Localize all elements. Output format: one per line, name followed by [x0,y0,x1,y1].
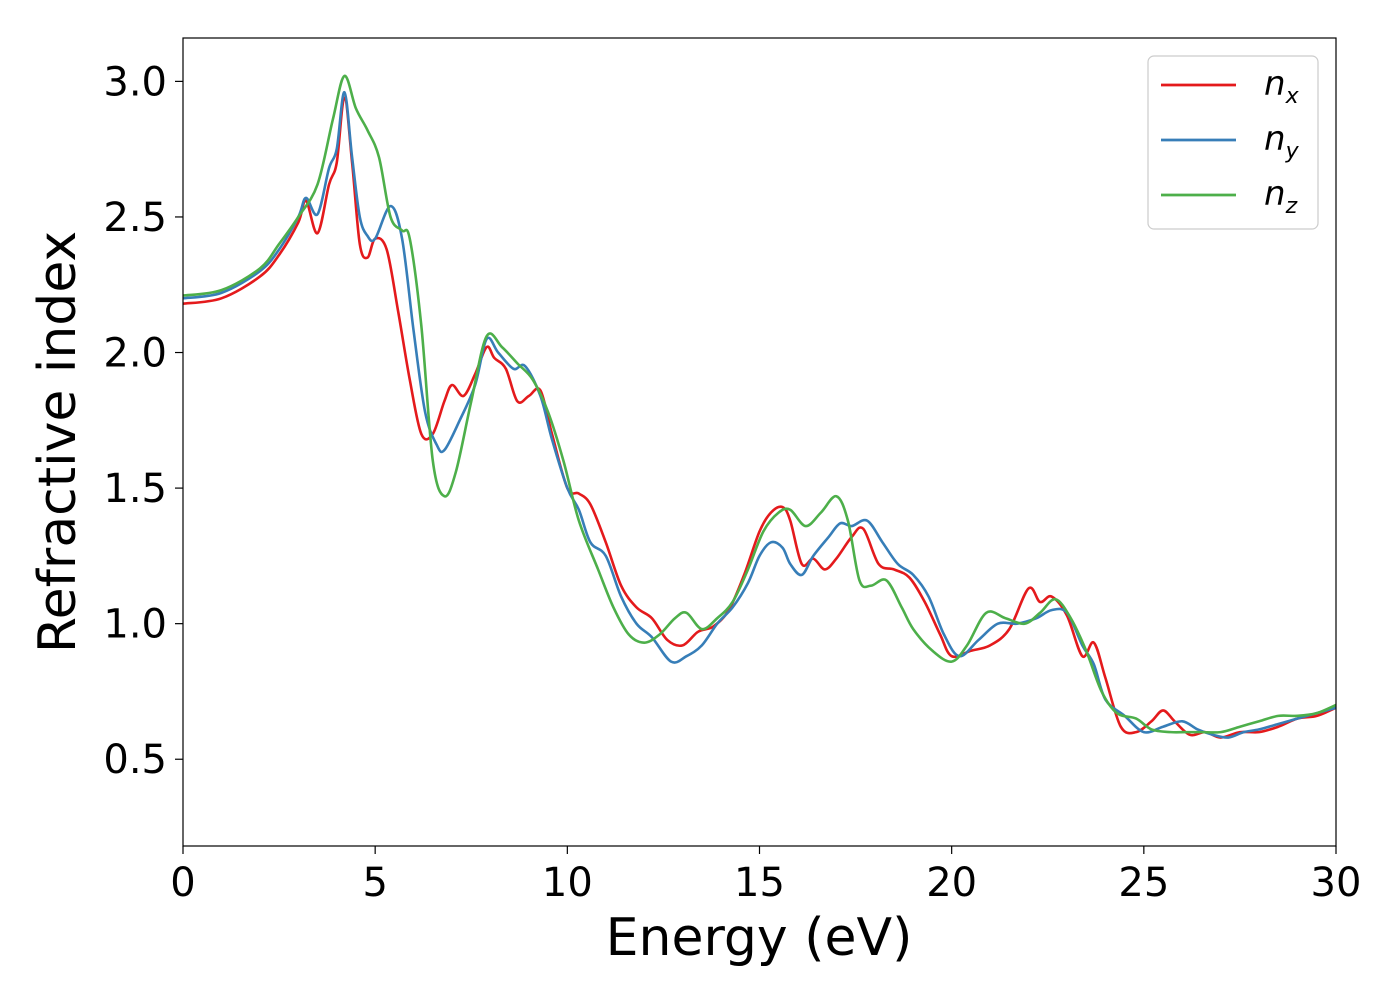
x-tick-label: 15 [734,860,785,906]
y-axis-label: Refractive index [28,231,88,653]
x-tick-label: 20 [926,860,977,906]
x-tick-label: 25 [1118,860,1169,906]
x-tick-label: 0 [170,860,195,906]
x-axis: 0 5 10 15 20 25 30 [170,846,1361,906]
y-tick-label: 2.5 [103,195,167,241]
x-axis-label: Energy (eV) [606,908,913,968]
series-layer [183,74,1336,739]
y-tick-label: 2.0 [103,331,167,377]
legend-label-x: nx [1264,64,1300,109]
legend-label-y: ny [1264,119,1300,164]
y-tick-label: 1.0 [103,602,167,648]
y-axis: 0.5 1.0 1.5 2.0 2.5 3.0 [103,59,183,783]
y-tick-label: 1.5 [103,466,167,512]
y-tick-label: 0.5 [103,737,167,783]
x-tick-label: 10 [542,860,593,906]
y-tick-label: 3.0 [103,59,167,105]
x-tick-label: 30 [1311,860,1362,906]
legend: nx ny nz [1147,55,1319,230]
x-tick-label: 5 [362,860,387,906]
legend-box [1147,55,1319,230]
series-line-z [183,74,1336,734]
legend-label-z: nz [1264,174,1298,219]
